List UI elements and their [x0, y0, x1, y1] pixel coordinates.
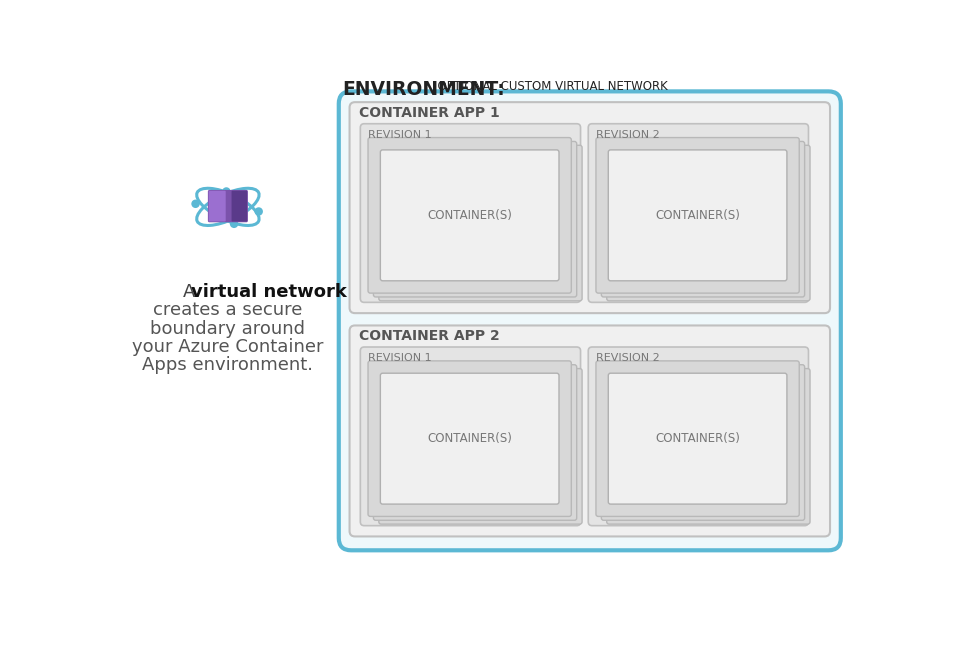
FancyBboxPatch shape: [349, 102, 829, 313]
Text: CONTAINER(S): CONTAINER(S): [655, 432, 740, 445]
Circle shape: [230, 220, 238, 228]
FancyBboxPatch shape: [209, 191, 226, 222]
FancyBboxPatch shape: [232, 191, 247, 222]
Text: CONTAINER APP 2: CONTAINER APP 2: [358, 329, 499, 343]
FancyBboxPatch shape: [360, 347, 580, 526]
FancyBboxPatch shape: [360, 124, 580, 302]
FancyBboxPatch shape: [208, 190, 248, 222]
FancyBboxPatch shape: [606, 369, 809, 524]
FancyBboxPatch shape: [596, 361, 799, 516]
FancyBboxPatch shape: [373, 365, 577, 520]
Text: virtual network: virtual network: [191, 282, 347, 300]
FancyBboxPatch shape: [378, 369, 581, 524]
Text: OPTIONAL CUSTOM VIRTUAL NETWORK: OPTIONAL CUSTOM VIRTUAL NETWORK: [429, 80, 667, 93]
Text: REVISION 1: REVISION 1: [368, 353, 431, 363]
FancyBboxPatch shape: [606, 145, 809, 301]
FancyBboxPatch shape: [588, 347, 807, 526]
FancyBboxPatch shape: [600, 365, 803, 520]
FancyBboxPatch shape: [368, 138, 571, 293]
Text: creates a secure: creates a secure: [153, 301, 302, 319]
Text: your Azure Container: your Azure Container: [132, 338, 323, 356]
Circle shape: [222, 187, 231, 196]
Text: Apps environment.: Apps environment.: [142, 357, 314, 375]
FancyBboxPatch shape: [608, 150, 786, 281]
FancyBboxPatch shape: [368, 361, 571, 516]
FancyBboxPatch shape: [380, 373, 558, 504]
Text: REVISION 1: REVISION 1: [368, 129, 431, 140]
Text: REVISION 2: REVISION 2: [596, 129, 659, 140]
Text: CONTAINER(S): CONTAINER(S): [427, 432, 512, 445]
Text: A: A: [183, 282, 201, 300]
FancyBboxPatch shape: [373, 141, 577, 297]
FancyBboxPatch shape: [608, 373, 786, 504]
Text: CONTAINER(S): CONTAINER(S): [655, 209, 740, 222]
FancyBboxPatch shape: [378, 145, 581, 301]
Text: CONTAINER(S): CONTAINER(S): [427, 209, 512, 222]
FancyBboxPatch shape: [600, 141, 803, 297]
Circle shape: [254, 207, 263, 216]
FancyBboxPatch shape: [338, 91, 840, 550]
Text: CONTAINER APP 1: CONTAINER APP 1: [358, 106, 499, 120]
FancyBboxPatch shape: [349, 326, 829, 536]
FancyBboxPatch shape: [380, 150, 558, 281]
Text: boundary around: boundary around: [151, 320, 305, 338]
Circle shape: [192, 200, 199, 208]
FancyBboxPatch shape: [588, 124, 807, 302]
Text: REVISION 2: REVISION 2: [596, 353, 659, 363]
Text: ENVIRONMENT:: ENVIRONMENT:: [341, 80, 504, 99]
FancyBboxPatch shape: [596, 138, 799, 293]
